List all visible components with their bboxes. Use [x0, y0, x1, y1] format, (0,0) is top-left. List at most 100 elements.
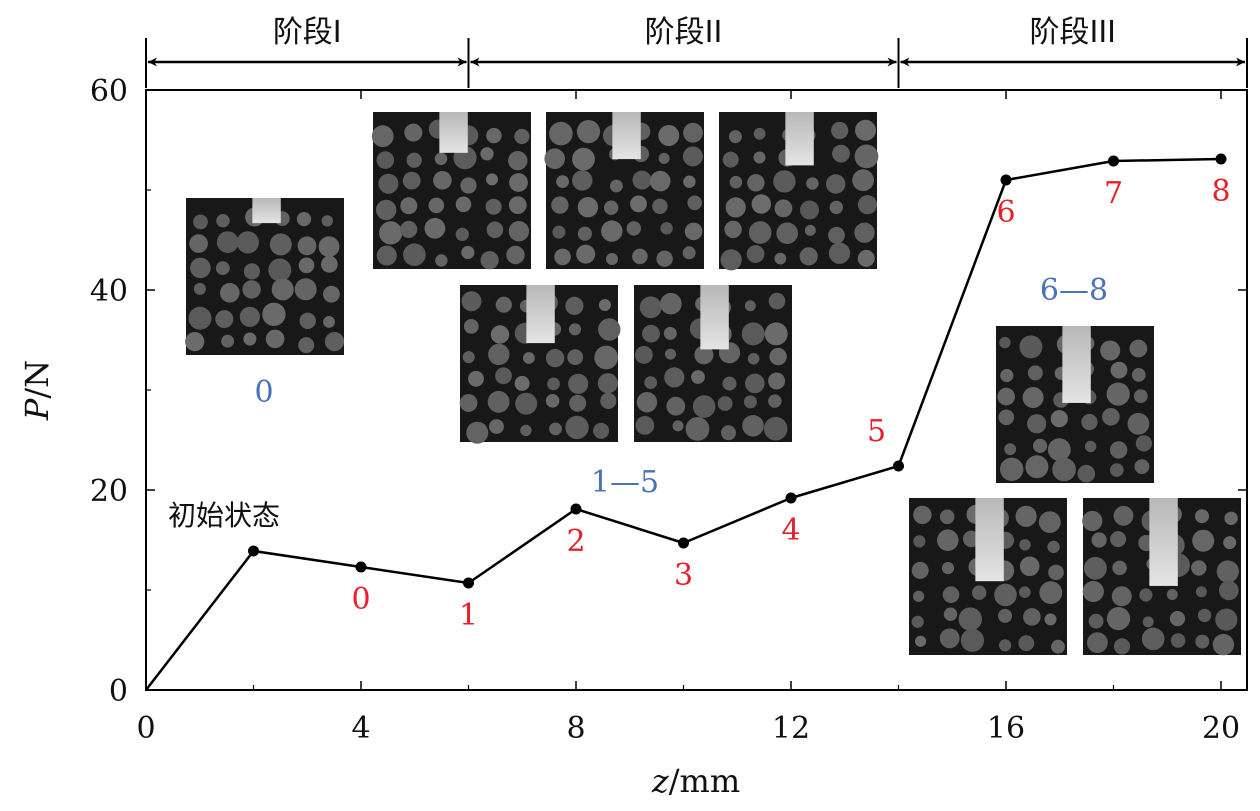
- point-label: 6: [996, 195, 1015, 230]
- particle: [1224, 511, 1238, 525]
- y-tick-label: 40: [90, 274, 128, 309]
- indenter: [252, 198, 281, 224]
- particle: [937, 529, 959, 551]
- series-load-curve: [145, 153, 1227, 691]
- data-point: [1000, 174, 1012, 186]
- particle: [434, 152, 448, 166]
- particle: [569, 394, 587, 412]
- particle: [763, 416, 788, 441]
- particle: [242, 280, 261, 299]
- particle: [635, 346, 653, 364]
- particle: [854, 144, 879, 169]
- particle: [1027, 365, 1043, 381]
- data-point: [785, 492, 797, 504]
- particle: [371, 125, 394, 148]
- particle: [764, 322, 788, 346]
- particle: [776, 222, 798, 244]
- particle: [642, 324, 660, 343]
- point-labels: 0 1 2 3 4 5 6 7 8: [351, 174, 1230, 633]
- particle: [1025, 455, 1049, 479]
- particle: [406, 152, 422, 168]
- particle: [913, 505, 932, 525]
- particle: [683, 175, 696, 188]
- y-axis-variable: P: [18, 398, 56, 421]
- particle: [692, 395, 716, 418]
- particle: [216, 214, 230, 228]
- particle: [1195, 634, 1210, 649]
- x-axis-variable: z: [651, 762, 670, 800]
- particle: [239, 306, 260, 327]
- particle: [685, 417, 710, 441]
- particle: [265, 329, 285, 349]
- particle: [400, 220, 418, 238]
- data-point: [248, 545, 259, 557]
- particle: [806, 177, 819, 190]
- particle: [565, 415, 589, 440]
- data-point: [463, 577, 474, 589]
- particle: [268, 258, 292, 282]
- particle: [188, 306, 212, 330]
- particle: [1015, 505, 1037, 527]
- particle: [939, 628, 960, 649]
- particle: [1166, 589, 1178, 600]
- particle: [480, 147, 494, 161]
- particle: [216, 231, 239, 254]
- particle: [1170, 633, 1186, 648]
- particle: [461, 245, 475, 260]
- particle: [298, 257, 315, 274]
- particle: [913, 535, 926, 548]
- particle: [998, 409, 1015, 426]
- particle: [271, 278, 294, 301]
- point-label: 3: [674, 558, 693, 593]
- y-tick-label: 20: [90, 474, 128, 509]
- particle: [568, 323, 582, 336]
- specimen-image-4: [459, 285, 621, 444]
- particle: [630, 195, 647, 213]
- particle: [831, 121, 849, 140]
- particle: [321, 215, 333, 227]
- particle: [488, 343, 510, 366]
- particle: [994, 583, 1017, 607]
- particle: [323, 316, 335, 328]
- particle: [236, 231, 259, 254]
- particle: [728, 130, 742, 144]
- particle: [572, 147, 595, 171]
- particle: [724, 220, 742, 239]
- particle: [939, 509, 955, 525]
- particle: [433, 171, 452, 190]
- particle: [652, 198, 668, 214]
- particle: [1004, 443, 1017, 456]
- particle: [722, 376, 737, 391]
- specimen-images: [185, 112, 1241, 656]
- particle: [1216, 560, 1239, 583]
- particle: [1051, 639, 1065, 654]
- stage-header: 阶段I 阶段II 阶段III: [145, 15, 1248, 88]
- particle: [1082, 510, 1103, 532]
- particle: [269, 233, 292, 256]
- particle: [999, 639, 1012, 652]
- particle: [193, 214, 208, 230]
- particle: [1139, 588, 1153, 602]
- indenter: [785, 112, 814, 166]
- particle: [941, 562, 955, 575]
- particle: [598, 318, 621, 341]
- particle: [828, 226, 845, 244]
- particle: [486, 127, 502, 144]
- particle: [495, 367, 512, 385]
- specimen-image-3: [719, 112, 879, 271]
- particle: [508, 151, 528, 171]
- data-point: [355, 561, 367, 573]
- particle: [804, 224, 816, 236]
- particle: [1048, 564, 1064, 581]
- particle: [768, 394, 782, 408]
- particle: [1050, 410, 1068, 428]
- particle: [682, 146, 703, 167]
- image-group-label-6-8: 6—8: [1040, 273, 1108, 308]
- particle: [747, 174, 765, 192]
- particle: [455, 196, 472, 213]
- particle: [577, 197, 599, 218]
- particle: [1195, 509, 1209, 524]
- particle: [1212, 633, 1235, 656]
